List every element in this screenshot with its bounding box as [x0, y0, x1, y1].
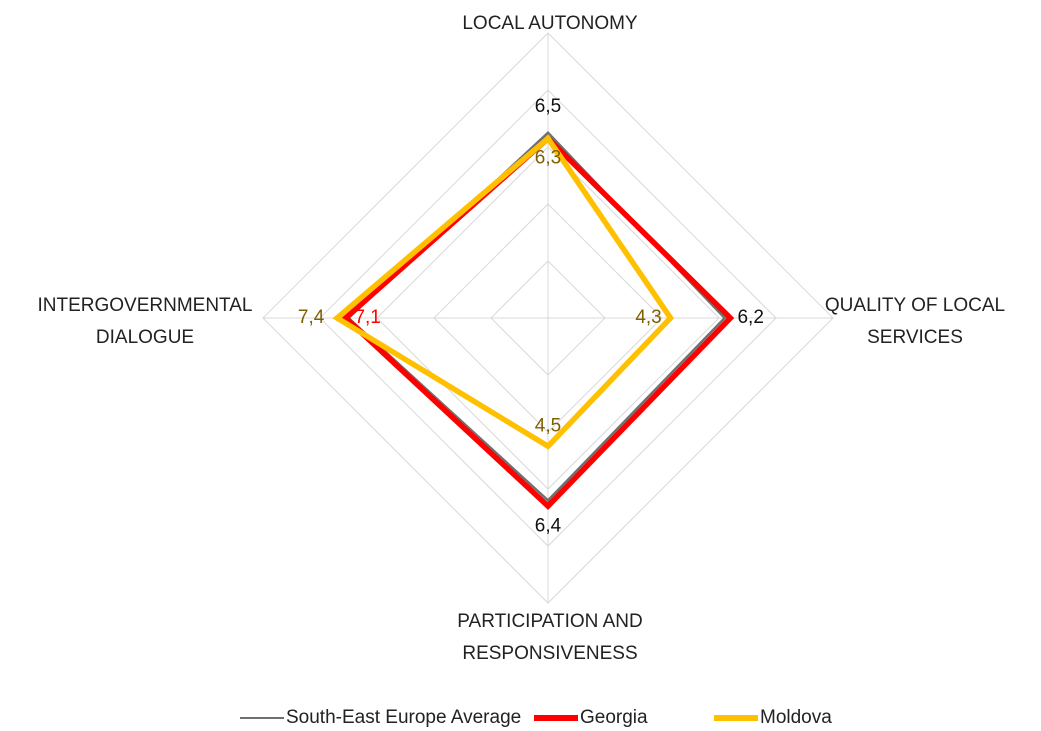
data-label: 4,3: [635, 307, 661, 328]
axis-label: LOCAL AUTONOMY: [462, 13, 638, 34]
data-label: 6,2: [737, 307, 763, 328]
data-label: 6,3: [535, 147, 561, 168]
data-label: 7,1: [354, 307, 380, 328]
legend-swatch: [534, 715, 578, 721]
legend-item: Moldova: [714, 704, 832, 731]
series-line: [332, 134, 675, 450]
legend-label: Moldova: [760, 707, 832, 728]
axis-label: QUALITY OF LOCAL SERVICES: [824, 295, 1006, 348]
axis-label: PARTICIPATION AND RESPONSIVENESS: [457, 611, 643, 664]
data-label: 4,5: [535, 415, 561, 436]
data-label: 6,5: [535, 96, 561, 117]
axis-label: INTERGOVERNMENTAL DIALOGUE: [37, 295, 253, 348]
data-label: 7,4: [298, 307, 325, 328]
legend-item: South-East Europe Average: [240, 704, 521, 731]
series-line: [341, 134, 735, 510]
legend-label: South-East Europe Average: [286, 707, 522, 728]
legend-item: Georgia: [534, 704, 648, 731]
legend-label: Georgia: [580, 707, 648, 728]
data-label: 6,4: [535, 515, 562, 536]
legend-swatch: [714, 715, 758, 721]
legend-swatch: [240, 716, 284, 720]
